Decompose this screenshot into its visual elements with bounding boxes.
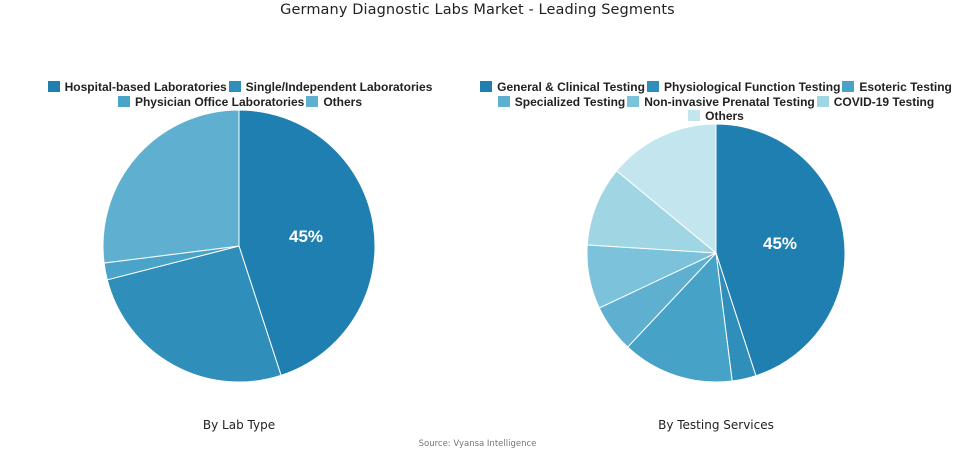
pie-slice[interactable] bbox=[715, 123, 846, 377]
legend-label: Single/Independent Laboratories bbox=[245, 80, 433, 94]
legend-item[interactable]: COVID-19 Testing bbox=[816, 94, 935, 110]
legend-swatch-icon bbox=[117, 95, 130, 107]
caption-testing-services: By Testing Services bbox=[658, 418, 774, 432]
pie-slice[interactable] bbox=[238, 109, 376, 376]
legend-item[interactable]: Physiological Function Testing bbox=[646, 80, 841, 95]
legend-testing-services: General & Clinical Testing Physiological … bbox=[478, 80, 954, 124]
legend-label: Hospital-based Laboratories bbox=[64, 80, 227, 94]
legend-label: Esoteric Testing bbox=[859, 80, 952, 94]
slice-percentage-label: 45% bbox=[763, 234, 797, 253]
legend-item[interactable]: Hospital-based Laboratories bbox=[47, 80, 227, 95]
legend-label: Others bbox=[705, 109, 744, 123]
pie-slice[interactable] bbox=[102, 109, 240, 264]
legend-swatch-icon bbox=[47, 81, 60, 92]
legend-swatch-icon bbox=[816, 95, 829, 107]
legend-label: Physiological Function Testing bbox=[663, 80, 841, 94]
caption-lab-type: By Lab Type bbox=[202, 418, 276, 432]
legend-item[interactable]: Others bbox=[306, 95, 362, 110]
pie-slice[interactable] bbox=[615, 123, 717, 255]
chart-title: Germany Diagnostic Labs Market - Leading… bbox=[280, 2, 675, 18]
pie-slice[interactable] bbox=[586, 170, 718, 254]
legend-swatch-icon bbox=[306, 95, 319, 107]
slice-percentage-label: 45% bbox=[289, 227, 323, 246]
legend-item[interactable]: Non-invasive Prenatal Testing bbox=[627, 95, 815, 110]
legend-item[interactable]: General & Clinical Testing bbox=[480, 80, 645, 95]
source-note: Source: Vyansa Intelligence bbox=[418, 439, 537, 449]
legend-item[interactable]: Esoteric Testing bbox=[842, 80, 952, 95]
legend-label: Non-invasive Prenatal Testing bbox=[644, 94, 815, 109]
legend-label: Physician Office Laboratories bbox=[134, 94, 305, 109]
legend-swatch-icon bbox=[842, 81, 855, 92]
legend-item[interactable]: Others bbox=[688, 109, 744, 124]
legend-label: Specialized Testing bbox=[514, 94, 626, 109]
legend-label: Others bbox=[323, 94, 363, 109]
legend-swatch-icon bbox=[646, 81, 659, 92]
legend-swatch-icon bbox=[688, 110, 701, 121]
legend-label: COVID-19 Testing bbox=[833, 94, 935, 109]
legend-lab-type: Hospital-based Laboratories Single/Indepe… bbox=[40, 80, 440, 109]
legend-swatch-icon bbox=[497, 95, 510, 107]
legend-item[interactable]: Specialized Testing bbox=[497, 94, 626, 110]
pie-slice[interactable] bbox=[626, 251, 733, 383]
legend-swatch-icon bbox=[228, 81, 241, 92]
pie-slice[interactable] bbox=[106, 245, 282, 383]
legend-swatch-icon bbox=[480, 81, 493, 92]
legend-label: General & Clinical Testing bbox=[497, 80, 645, 94]
legend-item[interactable]: Single/Independent Laboratories bbox=[228, 80, 433, 95]
legend-item[interactable]: Physician Office Laboratories bbox=[117, 94, 305, 110]
legend-swatch-icon bbox=[627, 95, 640, 107]
